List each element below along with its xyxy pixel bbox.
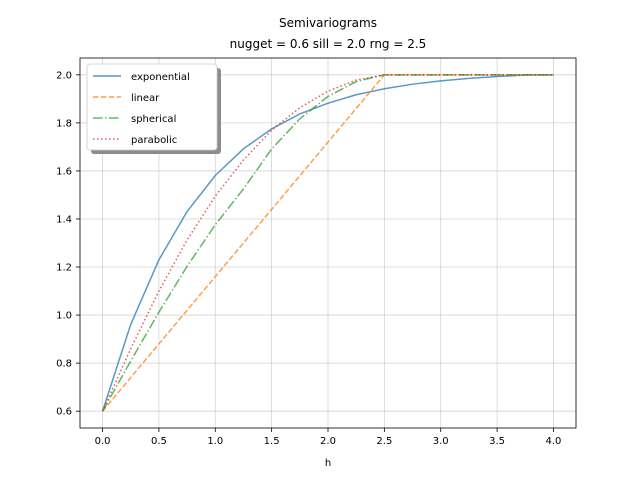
y-tick-label: 1.4 bbox=[56, 214, 72, 225]
x-axis-label: h bbox=[325, 458, 331, 469]
x-axis: 0.0 0.5 1.0 1.5 2.0 2.5 3.0 3.5 4.0 bbox=[95, 428, 562, 447]
legend-label-spherical: spherical bbox=[131, 114, 176, 125]
x-tick-label: 2.5 bbox=[376, 436, 392, 447]
x-tick-label: 1.5 bbox=[264, 436, 280, 447]
legend-box bbox=[86, 63, 218, 151]
series-line-spherical bbox=[101, 74, 554, 412]
series-line-exponential bbox=[101, 74, 554, 412]
y-tick-label: 0.8 bbox=[56, 359, 72, 370]
x-tick-label: 1.0 bbox=[207, 436, 223, 447]
x-tick-label: 4.0 bbox=[546, 436, 562, 447]
y-axis: 0.6 0.8 1.0 1.2 1.4 1.6 1.8 2.0 bbox=[56, 70, 80, 418]
y-tick-label: 1.8 bbox=[56, 118, 72, 129]
legend: exponential linear spherical parabolic bbox=[86, 63, 221, 154]
y-tick-label: 1.6 bbox=[56, 166, 72, 177]
chart-subtitle: nugget = 0.6 sill = 2.0 rng = 2.5 bbox=[230, 37, 427, 51]
legend-label-linear: linear bbox=[131, 93, 160, 104]
x-tick-label: 3.0 bbox=[433, 436, 449, 447]
x-tick-label: 0.5 bbox=[151, 436, 167, 447]
y-tick-label: 1.2 bbox=[56, 263, 72, 274]
legend-entries: exponential linear spherical parabolic bbox=[93, 72, 190, 146]
x-tick-label: 3.5 bbox=[489, 436, 505, 447]
legend-label-exponential: exponential bbox=[131, 72, 190, 83]
series-layer bbox=[101, 74, 554, 412]
x-tick-label: 2.0 bbox=[320, 436, 336, 447]
y-tick-label: 1.0 bbox=[56, 311, 72, 322]
chart-title: Semivariograms bbox=[279, 16, 377, 30]
y-tick-label: 2.0 bbox=[56, 70, 72, 81]
y-tick-label: 0.6 bbox=[56, 407, 72, 418]
legend-label-parabolic: parabolic bbox=[131, 135, 177, 146]
x-tick-label: 0.0 bbox=[95, 436, 111, 447]
